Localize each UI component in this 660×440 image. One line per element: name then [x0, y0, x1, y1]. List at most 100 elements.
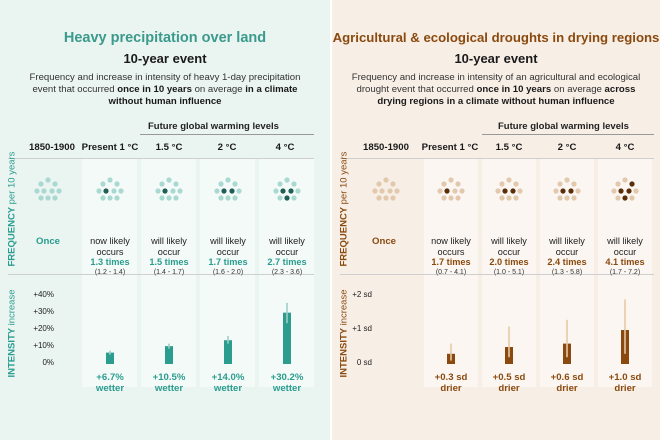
event-dot	[372, 188, 378, 194]
header-divider	[340, 158, 654, 159]
intensity-direction: wetter	[95, 383, 125, 394]
frequency-verb: occurs	[437, 246, 465, 257]
frequency-likelihood: will likely	[210, 236, 246, 246]
frequency-dots-icon	[34, 177, 62, 201]
event-dot-extra	[288, 188, 294, 194]
frequency-dots-icon	[273, 177, 301, 201]
frequency-verb: occurs	[96, 246, 124, 257]
description-part: across drying regions in a climate witho…	[377, 84, 636, 107]
event-dot	[513, 181, 519, 187]
event-dot	[34, 188, 40, 194]
frequency-value: 1.7 times	[208, 257, 248, 267]
frequency-range: (2.3 - 3.6)	[271, 268, 303, 276]
event-dot	[295, 188, 301, 194]
event-dot	[611, 188, 617, 194]
frequency-text: will likely occur 2.4 times (1.3 - 5.8)	[537, 236, 597, 278]
event-dot	[575, 188, 581, 194]
intensity-bar	[224, 340, 232, 364]
frequency-range: (0.7 - 4.1)	[435, 268, 467, 276]
frequency-range: (1.7 - 7.2)	[609, 268, 641, 276]
event-dot	[107, 177, 113, 183]
column-header-2: 2 °C	[217, 142, 237, 153]
baseline-frequency: Once	[372, 236, 396, 247]
event-dot	[52, 195, 58, 201]
event-dot	[114, 181, 120, 187]
intensity-axis-unit: increase	[6, 289, 18, 326]
frequency-likelihood: will likely	[549, 236, 585, 246]
event-dot	[114, 195, 120, 201]
event-dot	[38, 181, 44, 187]
intensity-value: +14.0%	[211, 372, 245, 383]
column-header-baseline: 1850-1900	[29, 142, 75, 153]
event-dot	[441, 195, 447, 201]
event-dot	[564, 177, 570, 183]
event-dot	[159, 181, 165, 187]
frequency-text: will likely occur 1.5 times (1.4 - 1.7)	[139, 236, 199, 278]
event-dot	[633, 188, 639, 194]
intensity-direction: wetter	[154, 383, 184, 394]
panel-subtitle: 10-year event	[454, 51, 538, 66]
event-dot	[459, 188, 465, 194]
event-dot	[615, 195, 621, 201]
event-dot	[52, 181, 58, 187]
event-dot-extra	[280, 188, 286, 194]
frequency-range: (1.3 - 5.8)	[551, 268, 583, 276]
intensity-label: +1.0 sd drier	[595, 372, 655, 394]
intensity-bar	[106, 352, 114, 364]
frequency-likelihood: now likely	[90, 236, 130, 246]
frequency-likelihood: will likely	[269, 236, 305, 246]
event-dot	[100, 181, 106, 187]
intensity-direction: drier	[440, 383, 462, 394]
event-dot	[495, 188, 501, 194]
event-dot	[499, 195, 505, 201]
intensity-label: +0.3 sd drier	[421, 372, 481, 394]
frequency-range: (1.6 - 2.0)	[212, 268, 244, 276]
intensity-label: +0.5 sd drier	[479, 372, 539, 394]
frequency-likelihood: will likely	[151, 236, 187, 246]
event-dot	[571, 181, 577, 187]
header-divider	[8, 158, 314, 159]
event-dot	[173, 181, 179, 187]
event-dot	[622, 177, 628, 183]
event-dot-extra	[162, 188, 168, 194]
intensity-value: +0.3 sd	[434, 372, 468, 383]
intensity-bar	[165, 346, 173, 364]
event-dot	[225, 177, 231, 183]
event-dot	[506, 177, 512, 183]
intensity-value: +0.6 sd	[550, 372, 584, 383]
event-dot	[291, 195, 297, 201]
event-dot-extra	[221, 188, 227, 194]
event-dot	[159, 195, 165, 201]
event-dot	[615, 181, 621, 187]
future-warming-label: Future global warming levels	[498, 121, 629, 132]
frequency-axis-title: FREQUENCY per 10 years	[338, 152, 350, 267]
event-dot-extra	[568, 188, 574, 194]
intensity-axis-word: INTENSITY	[338, 328, 350, 378]
event-dot	[96, 188, 102, 194]
event-dot-extra	[502, 188, 508, 194]
intensity-label: +10.5% wetter	[139, 372, 199, 394]
y-tick: +20%	[33, 324, 54, 333]
intensity-bar-chart	[447, 343, 455, 364]
event-dot-extra	[103, 188, 109, 194]
frequency-dots-icon	[611, 177, 639, 201]
event-dot-extra	[626, 188, 632, 194]
event-dot-extra	[618, 188, 624, 194]
column-header-present: Present 1 °C	[421, 142, 479, 153]
event-dot	[557, 181, 563, 187]
frequency-value: 2.0 times	[489, 257, 529, 267]
frequency-dots-icon	[437, 177, 465, 201]
description-part: Frequency and increase in intensity of a…	[351, 72, 641, 95]
frequency-verb: occur	[157, 246, 181, 257]
intensity-label: +30.2% wetter	[257, 372, 317, 394]
event-dot-extra	[510, 188, 516, 194]
frequency-axis-word: FREQUENCY	[338, 207, 350, 267]
event-dot	[118, 188, 124, 194]
intensity-direction: drier	[614, 383, 636, 394]
intensity-bar-chart	[505, 326, 513, 364]
future-warming-bracket	[482, 134, 654, 135]
event-dot	[452, 188, 458, 194]
event-dot	[394, 188, 400, 194]
frequency-value: 4.1 times	[605, 257, 645, 267]
event-dot	[155, 188, 161, 194]
